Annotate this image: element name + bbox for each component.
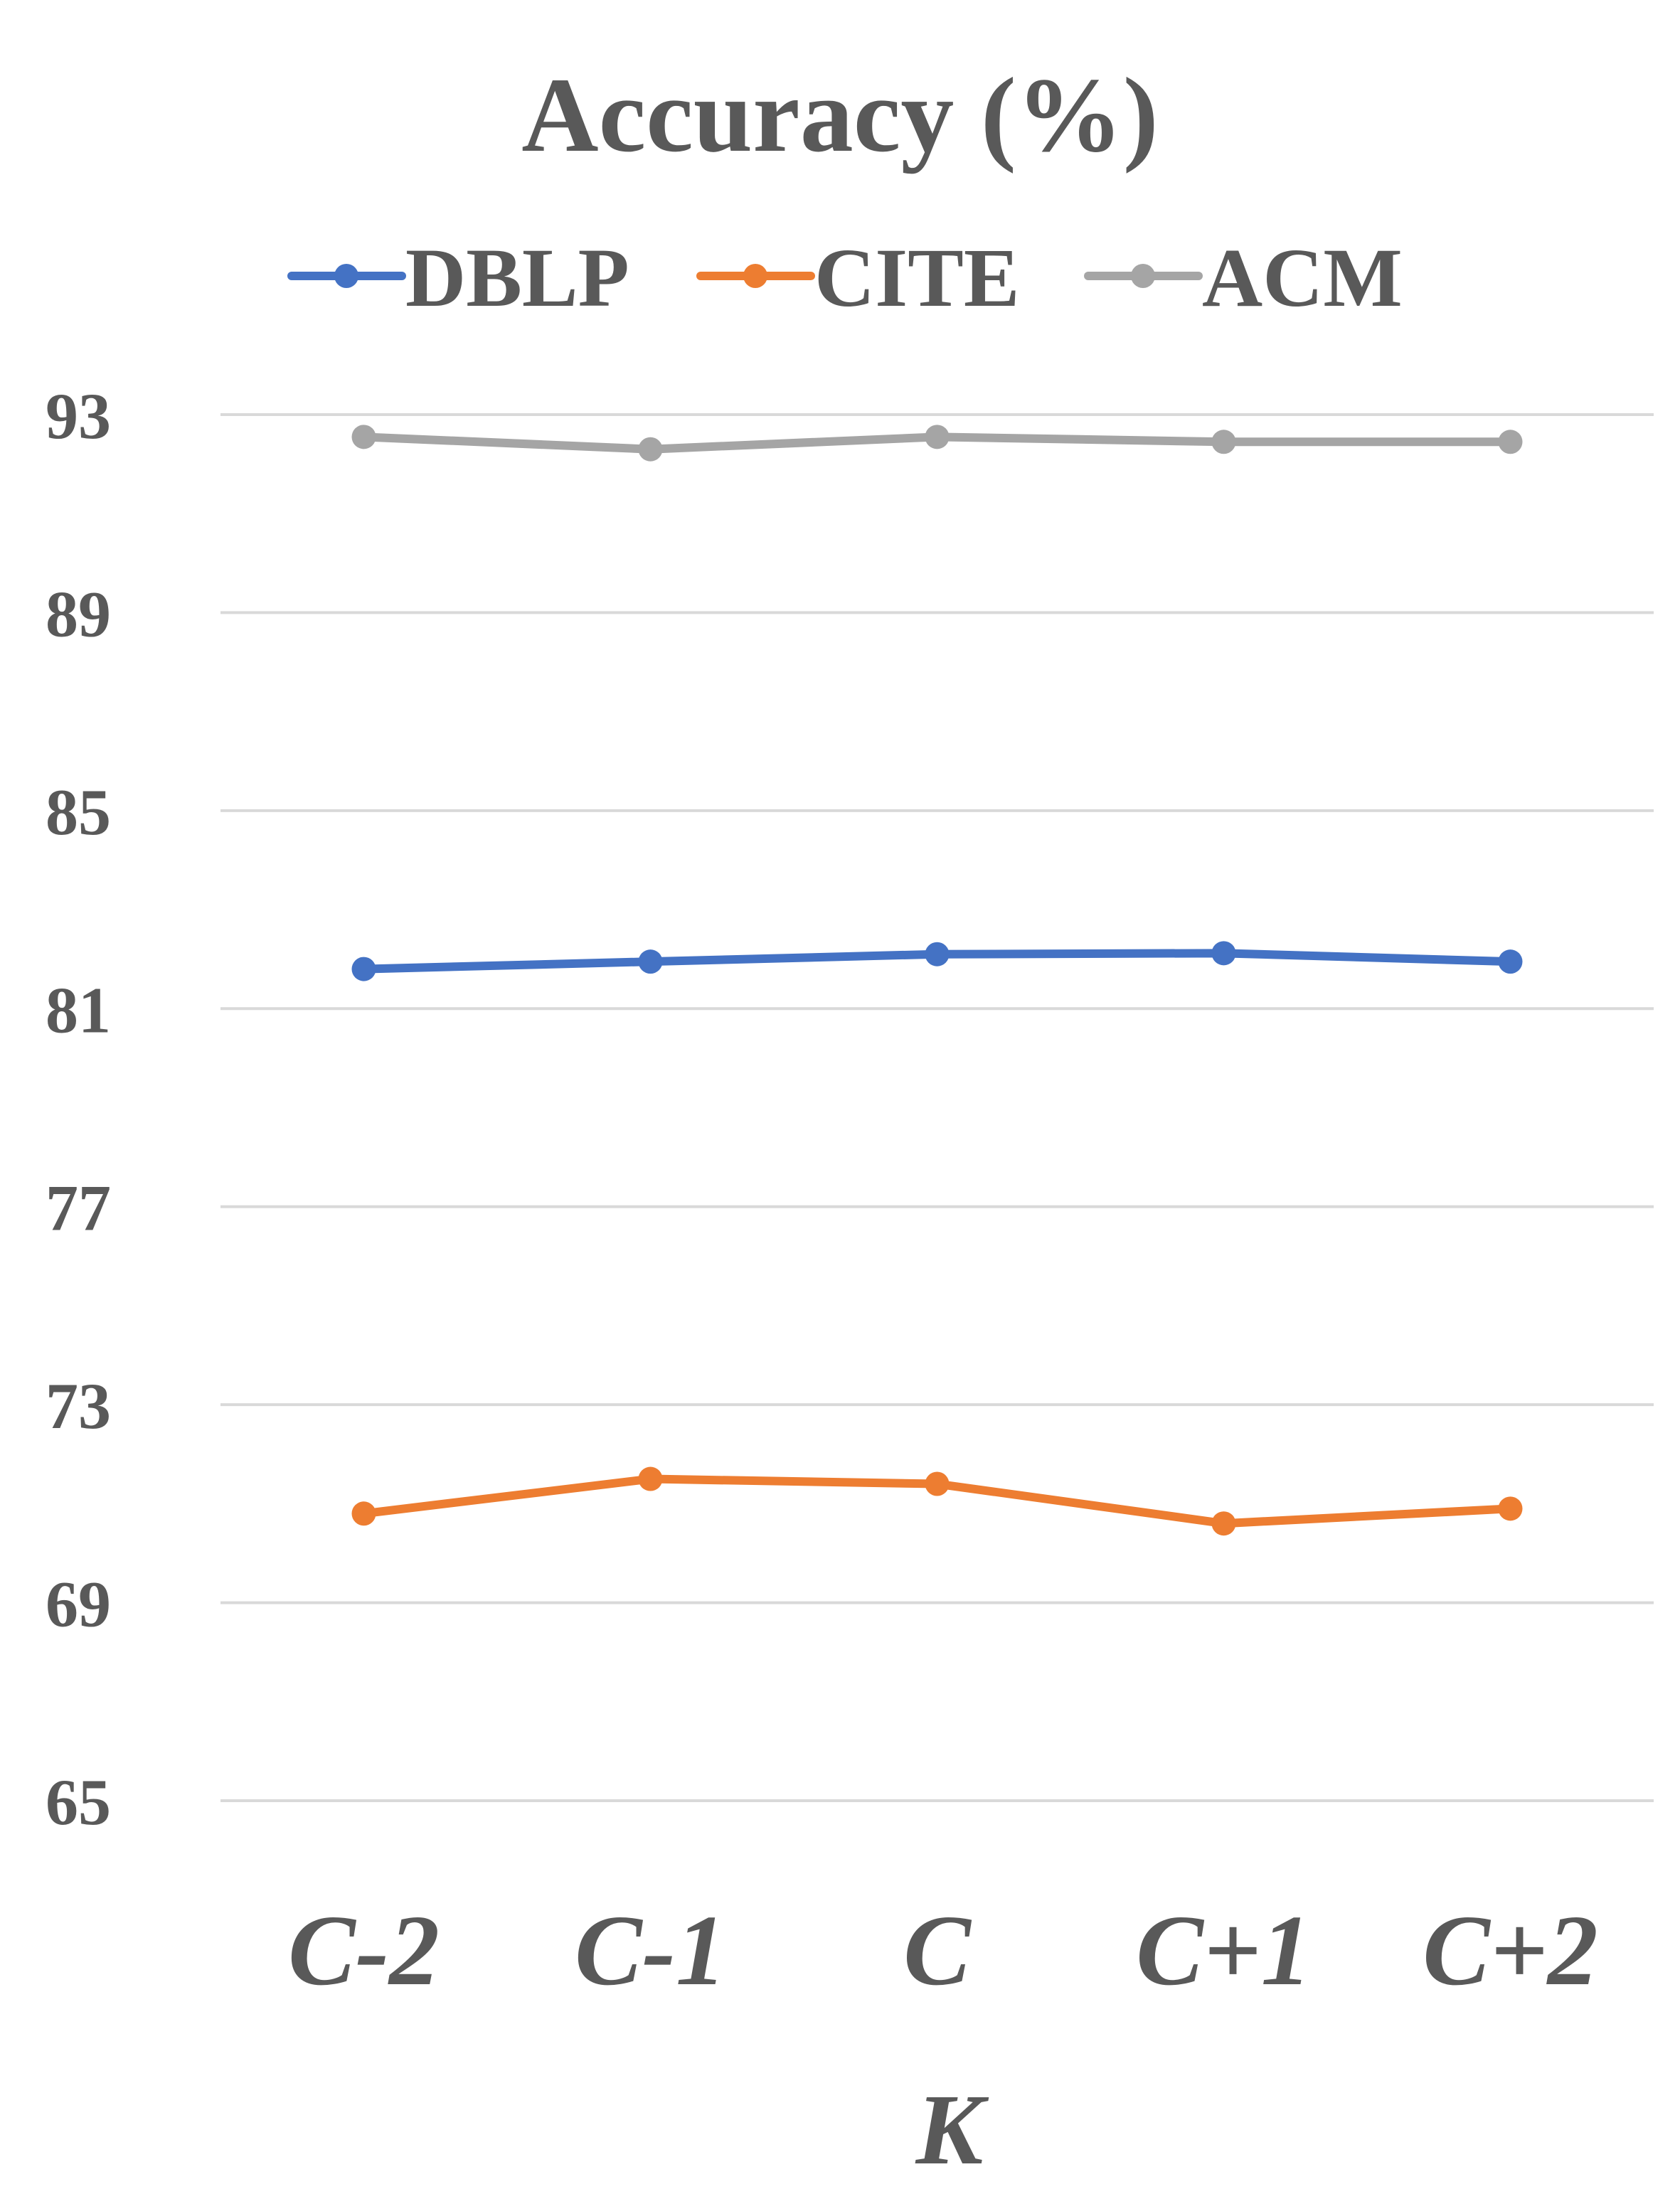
data-point (1498, 949, 1523, 974)
x-tick-label: C+2 (1423, 1894, 1598, 2006)
y-axis-ticks: 93 89 85 81 77 73 69 65 (46, 380, 111, 1838)
data-point (1211, 430, 1236, 454)
legend-label: ACM (1202, 231, 1403, 324)
legend-item-acm: ACM (1084, 231, 1403, 324)
x-axis-label: K (915, 2073, 989, 2185)
x-tick-label: C-1 (575, 1894, 726, 2006)
y-tick-label: 65 (46, 1766, 111, 1838)
legend-label: CITE (814, 231, 1020, 324)
y-tick-label: 77 (46, 1172, 111, 1245)
chart-legend: DBLP CITE ACM (287, 231, 1403, 324)
series-layer (351, 425, 1523, 1536)
y-tick-label: 73 (46, 1370, 111, 1442)
y-tick-label: 85 (46, 776, 111, 848)
series-dblp (351, 941, 1523, 981)
legend-label: DBLP (405, 231, 629, 324)
series-acm (351, 425, 1523, 462)
y-tick-label: 69 (46, 1568, 111, 1641)
data-point (351, 425, 376, 449)
data-point (638, 1466, 663, 1491)
y-tick-label: 93 (46, 380, 111, 452)
data-point (925, 1471, 950, 1496)
legend-item-cite: CITE (696, 231, 1020, 324)
data-point (1498, 430, 1523, 454)
data-point (1211, 941, 1236, 966)
x-tick-label: C-2 (288, 1894, 440, 2006)
data-point (638, 437, 663, 462)
chart-title: Accuracy (%) (521, 56, 1158, 174)
y-tick-label: 89 (46, 577, 111, 650)
legend-item-dblp: DBLP (287, 231, 629, 324)
data-point (1211, 1511, 1236, 1536)
gridlines (220, 413, 1654, 1802)
data-point (351, 957, 376, 981)
legend-swatch-marker (334, 264, 358, 288)
series-cite (351, 1466, 1523, 1536)
data-point (638, 949, 663, 974)
data-point (925, 942, 950, 966)
data-point (351, 1501, 376, 1526)
legend-swatch-marker (1131, 264, 1155, 288)
x-tick-label: C (903, 1894, 972, 2006)
x-axis-ticks: C-2 C-1 C C+1 C+2 (288, 1894, 1598, 2006)
y-tick-label: 81 (46, 974, 111, 1046)
x-tick-label: C+1 (1136, 1894, 1312, 2006)
data-point (925, 425, 950, 449)
legend-swatch-marker (743, 264, 767, 288)
data-point (1498, 1496, 1523, 1521)
